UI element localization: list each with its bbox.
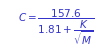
Text: $C = \dfrac{157.6}{1.81 + \dfrac{K}{\sqrt{M}}}$: $C = \dfrac{157.6}{1.81 + \dfrac{K}{\sqr… [18, 7, 95, 47]
